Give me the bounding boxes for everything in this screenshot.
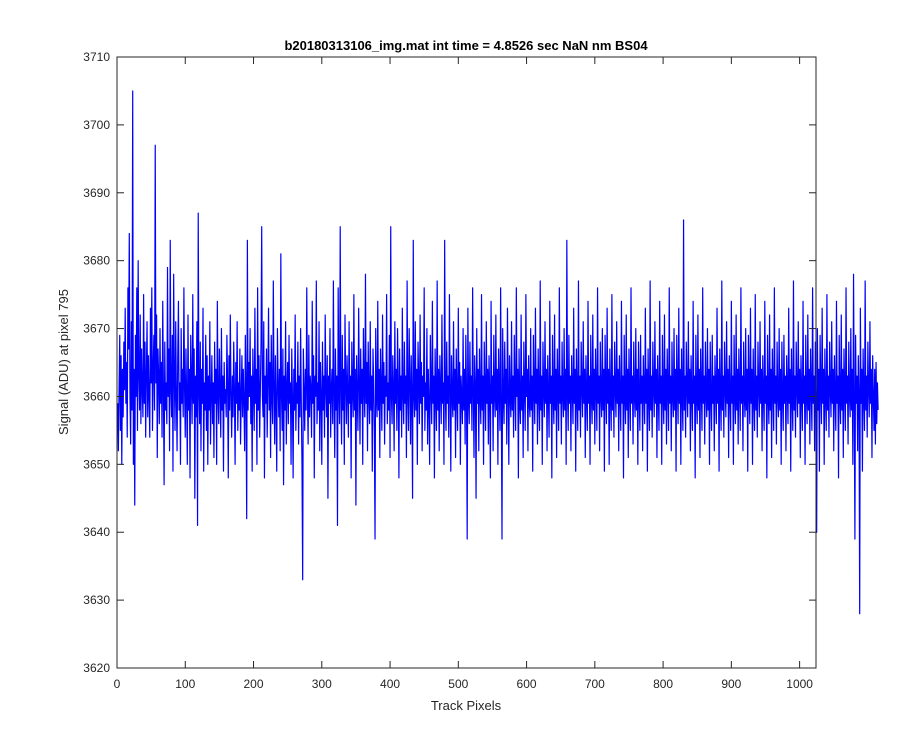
x-tick-label: 1000 bbox=[786, 677, 813, 691]
y-tick-label: 3620 bbox=[83, 661, 110, 675]
y-tick-label: 3640 bbox=[83, 525, 110, 539]
y-tick-label: 3670 bbox=[83, 322, 110, 336]
x-tick-label: 0 bbox=[114, 677, 121, 691]
axes-layer: 0 100 200 300 400 500 600 700 800 900 1000 3620 3630… bbox=[83, 50, 817, 691]
x-tick-label: 500 bbox=[448, 677, 468, 691]
series-layer bbox=[117, 90, 879, 615]
y-tick-label: 3660 bbox=[83, 389, 110, 403]
x-tick-label: 100 bbox=[175, 677, 195, 691]
x-axis-label: Track Pixels bbox=[431, 698, 502, 713]
chart-title: b20180313106_img.mat int time = 4.8526 s… bbox=[284, 38, 648, 53]
y-tick-label: 3680 bbox=[83, 254, 110, 268]
y-tick-label: 3650 bbox=[83, 457, 110, 471]
y-tick-label: 3630 bbox=[83, 593, 110, 607]
y-axis-label: Signal (ADU) at pixel 795 bbox=[56, 289, 71, 435]
x-tick-label: 600 bbox=[517, 677, 537, 691]
y-tick-label: 3690 bbox=[83, 186, 110, 200]
y-tick-label: 3700 bbox=[83, 118, 110, 132]
x-tick-label: 200 bbox=[244, 677, 264, 691]
axes-box bbox=[116, 56, 817, 669]
x-tick-label: 300 bbox=[312, 677, 332, 691]
series-line-0 bbox=[117, 90, 879, 615]
y-tick-label: 3710 bbox=[83, 50, 110, 64]
x-tick-label: 800 bbox=[653, 677, 673, 691]
x-tick-label: 400 bbox=[380, 677, 400, 691]
x-tick-label: 900 bbox=[721, 677, 741, 691]
x-tick-label: 700 bbox=[585, 677, 605, 691]
